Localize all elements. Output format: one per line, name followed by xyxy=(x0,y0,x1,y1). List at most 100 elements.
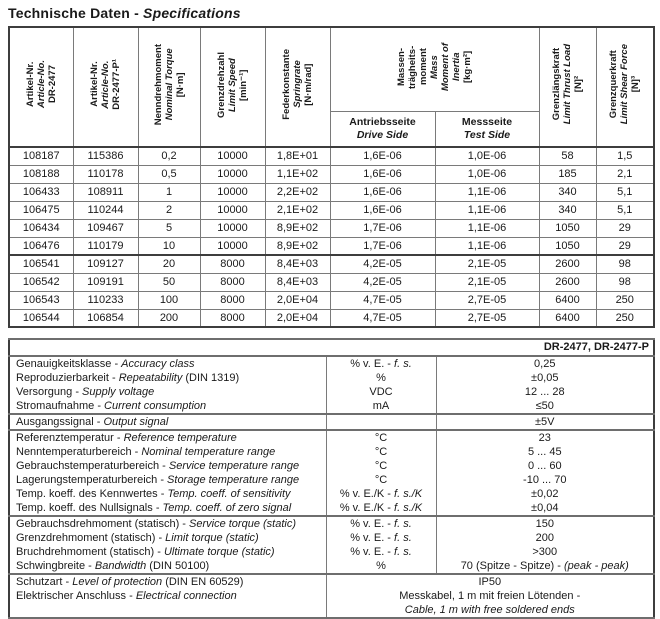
spec-cell: 2,7E-05 xyxy=(434,290,540,310)
spec-cell: 6400 xyxy=(538,308,597,328)
header-line: Grenzdrehzahl xyxy=(216,51,227,118)
detail-value: 23 xyxy=(538,432,551,444)
detail-value-line: Cable, 1 m with free soldered ends xyxy=(404,604,575,616)
label-english: f. s. xyxy=(394,532,412,544)
spec-table-body: 108187 115386 0,2 10000 1,8E+01 1,6E-06 1,0E-0… xyxy=(8,146,655,328)
detail-label: Bruchdrehmoment (statisch) - Ultimate to… xyxy=(16,546,275,558)
label-english: Reference temperature xyxy=(123,432,237,444)
spec-row: 106476 110179 10 10000 8,9E+02 1,7E-06 1,1E-06… xyxy=(8,236,655,256)
detail-label: Gebrauchstemperaturbereich - Service tem… xyxy=(16,460,300,472)
spec-cell: 110179 xyxy=(72,236,139,256)
column-header-limit-thrust-load: Grenzlängskraft Limit Thrust Load [N]² xyxy=(538,26,597,148)
spec-cell: 8000 xyxy=(199,272,266,292)
label-english: Bandwidth xyxy=(94,560,147,572)
spec-cell: 110233 xyxy=(72,290,139,310)
detail-label-cell: Schutzart - Level of protection (DIN EN … xyxy=(8,573,327,619)
label-english: f. s./K xyxy=(394,488,423,500)
header-line: [N]³ xyxy=(630,76,642,93)
label-english: Supply voltage xyxy=(82,386,155,398)
spec-cell: 8000 xyxy=(199,290,266,310)
detail-label-cell: Ausgangssignal - Output signal xyxy=(8,413,327,431)
detail-unit: % v. E. - f. s. xyxy=(350,518,412,530)
spec-row: 106433 108911 1 10000 2,2E+02 1,6E-06 1,1E-06 3… xyxy=(8,182,655,202)
detail-unit: °C xyxy=(374,446,388,458)
spec-row: 106544 106854 200 8000 2,0E+04 4,7E-05 2,7E-05… xyxy=(8,308,655,328)
spec-cell: 0,2 xyxy=(137,146,201,166)
spec-header-row: Artikel-Nr. Article-No. DR-2477 Artikel-Nr.… xyxy=(8,26,655,148)
label-english: f. s. xyxy=(394,518,412,530)
spec-cell: 110178 xyxy=(72,164,139,184)
spec-cell: 1,1E-06 xyxy=(434,236,540,256)
detail-label: Referenztemperatur - Reference temperatu… xyxy=(16,432,237,444)
spec-cell: 10000 xyxy=(199,236,266,256)
spec-cell: 1050 xyxy=(538,236,597,256)
spec-cell: 4,7E-05 xyxy=(329,308,436,328)
spec-cell: 106476 xyxy=(8,236,74,256)
spec-cell: 106854 xyxy=(72,308,139,328)
spec-cell: 108187 xyxy=(8,146,74,166)
spec-cell: 250 xyxy=(595,308,655,328)
spec-cell: 340 xyxy=(538,200,597,220)
header-line: Massen- xyxy=(396,47,407,86)
header-line: [kg·m²] xyxy=(462,50,473,83)
spec-cell: 1,1E-06 xyxy=(434,218,540,238)
detail-label: Nenntemperaturbereich - Nominal temperat… xyxy=(16,446,276,458)
detail-label: Versorgung - Supply voltage xyxy=(16,386,155,398)
rotated-header-text: Grenzlängskraft Limit Thrust Load [N]² xyxy=(551,44,584,124)
spec-cell: 8000 xyxy=(199,308,266,328)
column-header-article-no-dr2477p: Artikel-Nr. Article-No. DR-2477-P¹ xyxy=(72,26,139,148)
spec-cell: 10000 xyxy=(199,164,266,184)
label-english: Accuracy class xyxy=(121,358,195,370)
detail-unit: mA xyxy=(372,400,390,412)
spec-cell: 250 xyxy=(595,290,655,310)
detail-unit: % xyxy=(376,560,386,572)
header-line: Limit Shear Force xyxy=(619,44,631,125)
spec-cell: 2 xyxy=(137,200,201,220)
spec-cell: 106433 xyxy=(8,182,74,202)
detail-value: >300 xyxy=(532,546,558,558)
header-line: [N·m] xyxy=(174,72,186,97)
detail-label: Grenzdrehmoment (statisch) - Limit torqu… xyxy=(16,532,259,544)
rotated-header-text: Grenzquerkraft Limit Shear Force [N]³ xyxy=(608,44,641,124)
label-english: Temp. coeff. of zero signal xyxy=(162,502,292,514)
spec-cell: 1,0E-06 xyxy=(434,164,540,184)
spec-cell: 1,6E-06 xyxy=(329,200,436,220)
header-line: trägheits- xyxy=(407,45,418,89)
spec-cell: 10 xyxy=(137,236,201,256)
spec-subheader-row: Antriebsseite Drive Side Messseite Test Sid… xyxy=(9,110,654,148)
spec-cell: 1 xyxy=(137,182,201,202)
header-line: Article-No. xyxy=(100,60,111,109)
page-title-de: Technische Daten xyxy=(8,5,130,21)
label-english: Electrical connection xyxy=(135,590,237,602)
spec-cell: 106542 xyxy=(8,272,74,292)
detail-value-line: Messkabel, 1 m mit freien Lötenden - xyxy=(399,590,581,602)
detail-value: 5 ... 45 xyxy=(527,446,562,458)
detail-label-cell: Gebrauchsdrehmoment (statisch) - Service… xyxy=(8,515,327,575)
spec-cell: 1,5 xyxy=(595,146,655,166)
column-header-nominal-torque: Nenndrehmoment Nominal Torque [N·m] xyxy=(137,26,201,148)
detail-unit-cell: % v. E. - f. s. % v. E. - f. s. % v. E. - … xyxy=(325,515,437,575)
detail-value: 70 (Spitze - Spitze) - (peak - peak) xyxy=(460,560,629,572)
detail-unit: VDC xyxy=(369,386,393,398)
detail-label: Elektrischer Anschluss - Electrical conn… xyxy=(16,590,237,602)
spec-cell: 50 xyxy=(137,272,201,292)
header-line: [N·m/rad] xyxy=(303,63,314,106)
spec-cell: 1,6E-06 xyxy=(329,146,436,166)
header-line: Artikel-Nr. xyxy=(24,61,36,108)
detail-value: ±5V xyxy=(535,416,555,428)
spec-cell: 106541 xyxy=(8,254,74,274)
header-line: Nominal Torque xyxy=(163,48,175,121)
label-english: Limit torque (static) xyxy=(165,532,259,544)
detail-value-line: IP50 xyxy=(478,576,502,588)
detail-label: Schwingbreite - Bandwidth (DIN 50100) xyxy=(16,560,210,572)
header-line: DR-2477-P¹ xyxy=(111,59,122,110)
spec-cell: 1,1E-06 xyxy=(434,182,540,202)
detail-label-cell: Referenztemperatur - Reference temperatu… xyxy=(8,429,327,517)
spec-row: 108187 115386 0,2 10000 1,8E+01 1,6E-06 1,0E-0… xyxy=(8,146,655,166)
header-line: Grenzquerkraft xyxy=(608,50,620,119)
detail-group-row: Gebrauchsdrehmoment (statisch) - Service… xyxy=(8,515,655,575)
spec-cell: 10000 xyxy=(199,200,266,220)
detail-unit-cell: % v. E. - f. s.% VDC mA xyxy=(325,355,437,415)
spec-cell: 1,6E-06 xyxy=(329,164,436,184)
spec-cell: 8,9E+02 xyxy=(264,218,331,238)
